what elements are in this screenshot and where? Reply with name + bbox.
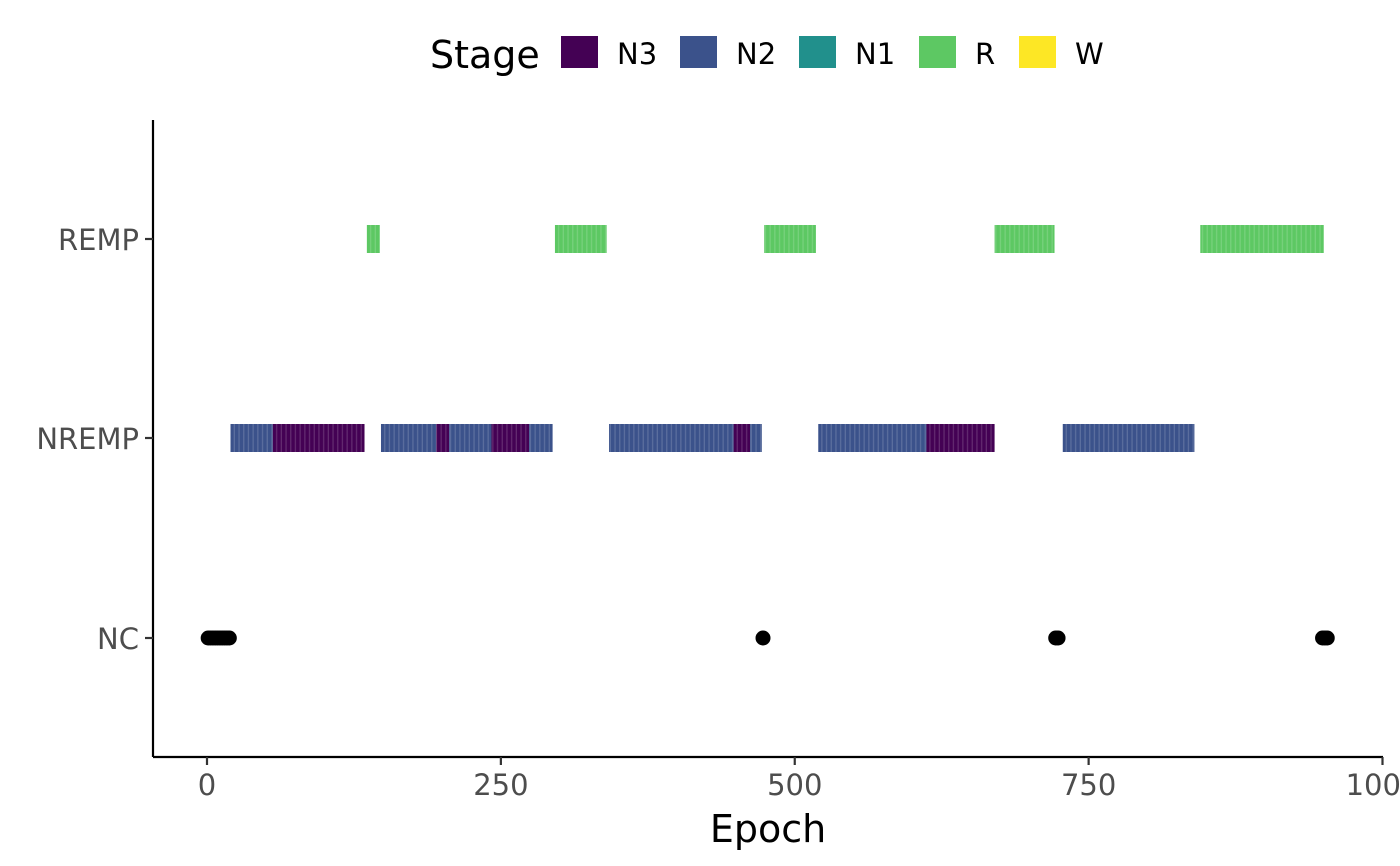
y-tick-label-remp: REMP bbox=[58, 223, 139, 257]
segment-epoch-stripes bbox=[272, 424, 365, 452]
x-tick-label: 750 bbox=[1061, 768, 1116, 802]
segment-epoch-stripes bbox=[436, 424, 450, 452]
x-tick-label: 500 bbox=[767, 768, 822, 802]
legend-label-w: W bbox=[1075, 37, 1104, 71]
x-tick-label: 250 bbox=[473, 768, 528, 802]
legend-label-n2: N2 bbox=[736, 37, 776, 71]
segment-epoch-stripes bbox=[926, 424, 995, 452]
y-ticks: NC NREMP REMP bbox=[36, 223, 153, 656]
nc-point bbox=[1050, 630, 1066, 646]
x-tick-label: 0 bbox=[198, 768, 216, 802]
legend-key-n2 bbox=[680, 36, 717, 68]
nc-point bbox=[755, 630, 771, 646]
segment-epoch-stripes bbox=[764, 225, 816, 253]
segment-epoch-stripes bbox=[609, 424, 734, 452]
segment-epoch-stripes bbox=[994, 225, 1055, 253]
segment-epoch-stripes bbox=[1200, 225, 1324, 253]
segment-epoch-stripes bbox=[733, 424, 751, 452]
segment-epoch-stripes bbox=[818, 424, 927, 452]
legend-key-n1 bbox=[799, 36, 836, 68]
legend-title: Stage bbox=[430, 33, 540, 77]
legend-key-r bbox=[919, 36, 956, 68]
legend-label-n3: N3 bbox=[617, 37, 657, 71]
legend: Stage N3 N2 N1 R W bbox=[430, 33, 1104, 77]
segment-epoch-stripes bbox=[449, 424, 492, 452]
legend-key-w bbox=[1019, 36, 1056, 68]
segment-epoch-stripes bbox=[750, 424, 762, 452]
segment-epoch-stripes bbox=[554, 225, 607, 253]
segment-epoch-stripes bbox=[230, 424, 273, 452]
segment-epoch-stripes bbox=[529, 424, 553, 452]
x-ticks: 0 250 500 750 1000 bbox=[198, 757, 1400, 802]
y-tick-label-nc: NC bbox=[97, 622, 139, 656]
legend-key-n3 bbox=[561, 36, 598, 68]
segment-epoch-stripes bbox=[366, 225, 380, 253]
y-tick-label-nremp: NREMP bbox=[36, 422, 139, 456]
segment-epoch-stripes bbox=[1062, 424, 1195, 452]
legend-label-r: R bbox=[975, 37, 995, 71]
nc-points bbox=[200, 630, 1335, 646]
nc-point bbox=[221, 630, 237, 646]
legend-label-n1: N1 bbox=[855, 37, 895, 71]
x-axis-title: Epoch bbox=[710, 807, 826, 851]
x-tick-label: 1000 bbox=[1346, 768, 1400, 802]
stage-segments bbox=[230, 225, 1324, 452]
segment-epoch-stripes bbox=[380, 424, 437, 452]
segment-epoch-stripes bbox=[491, 424, 530, 452]
nc-point bbox=[1319, 630, 1335, 646]
